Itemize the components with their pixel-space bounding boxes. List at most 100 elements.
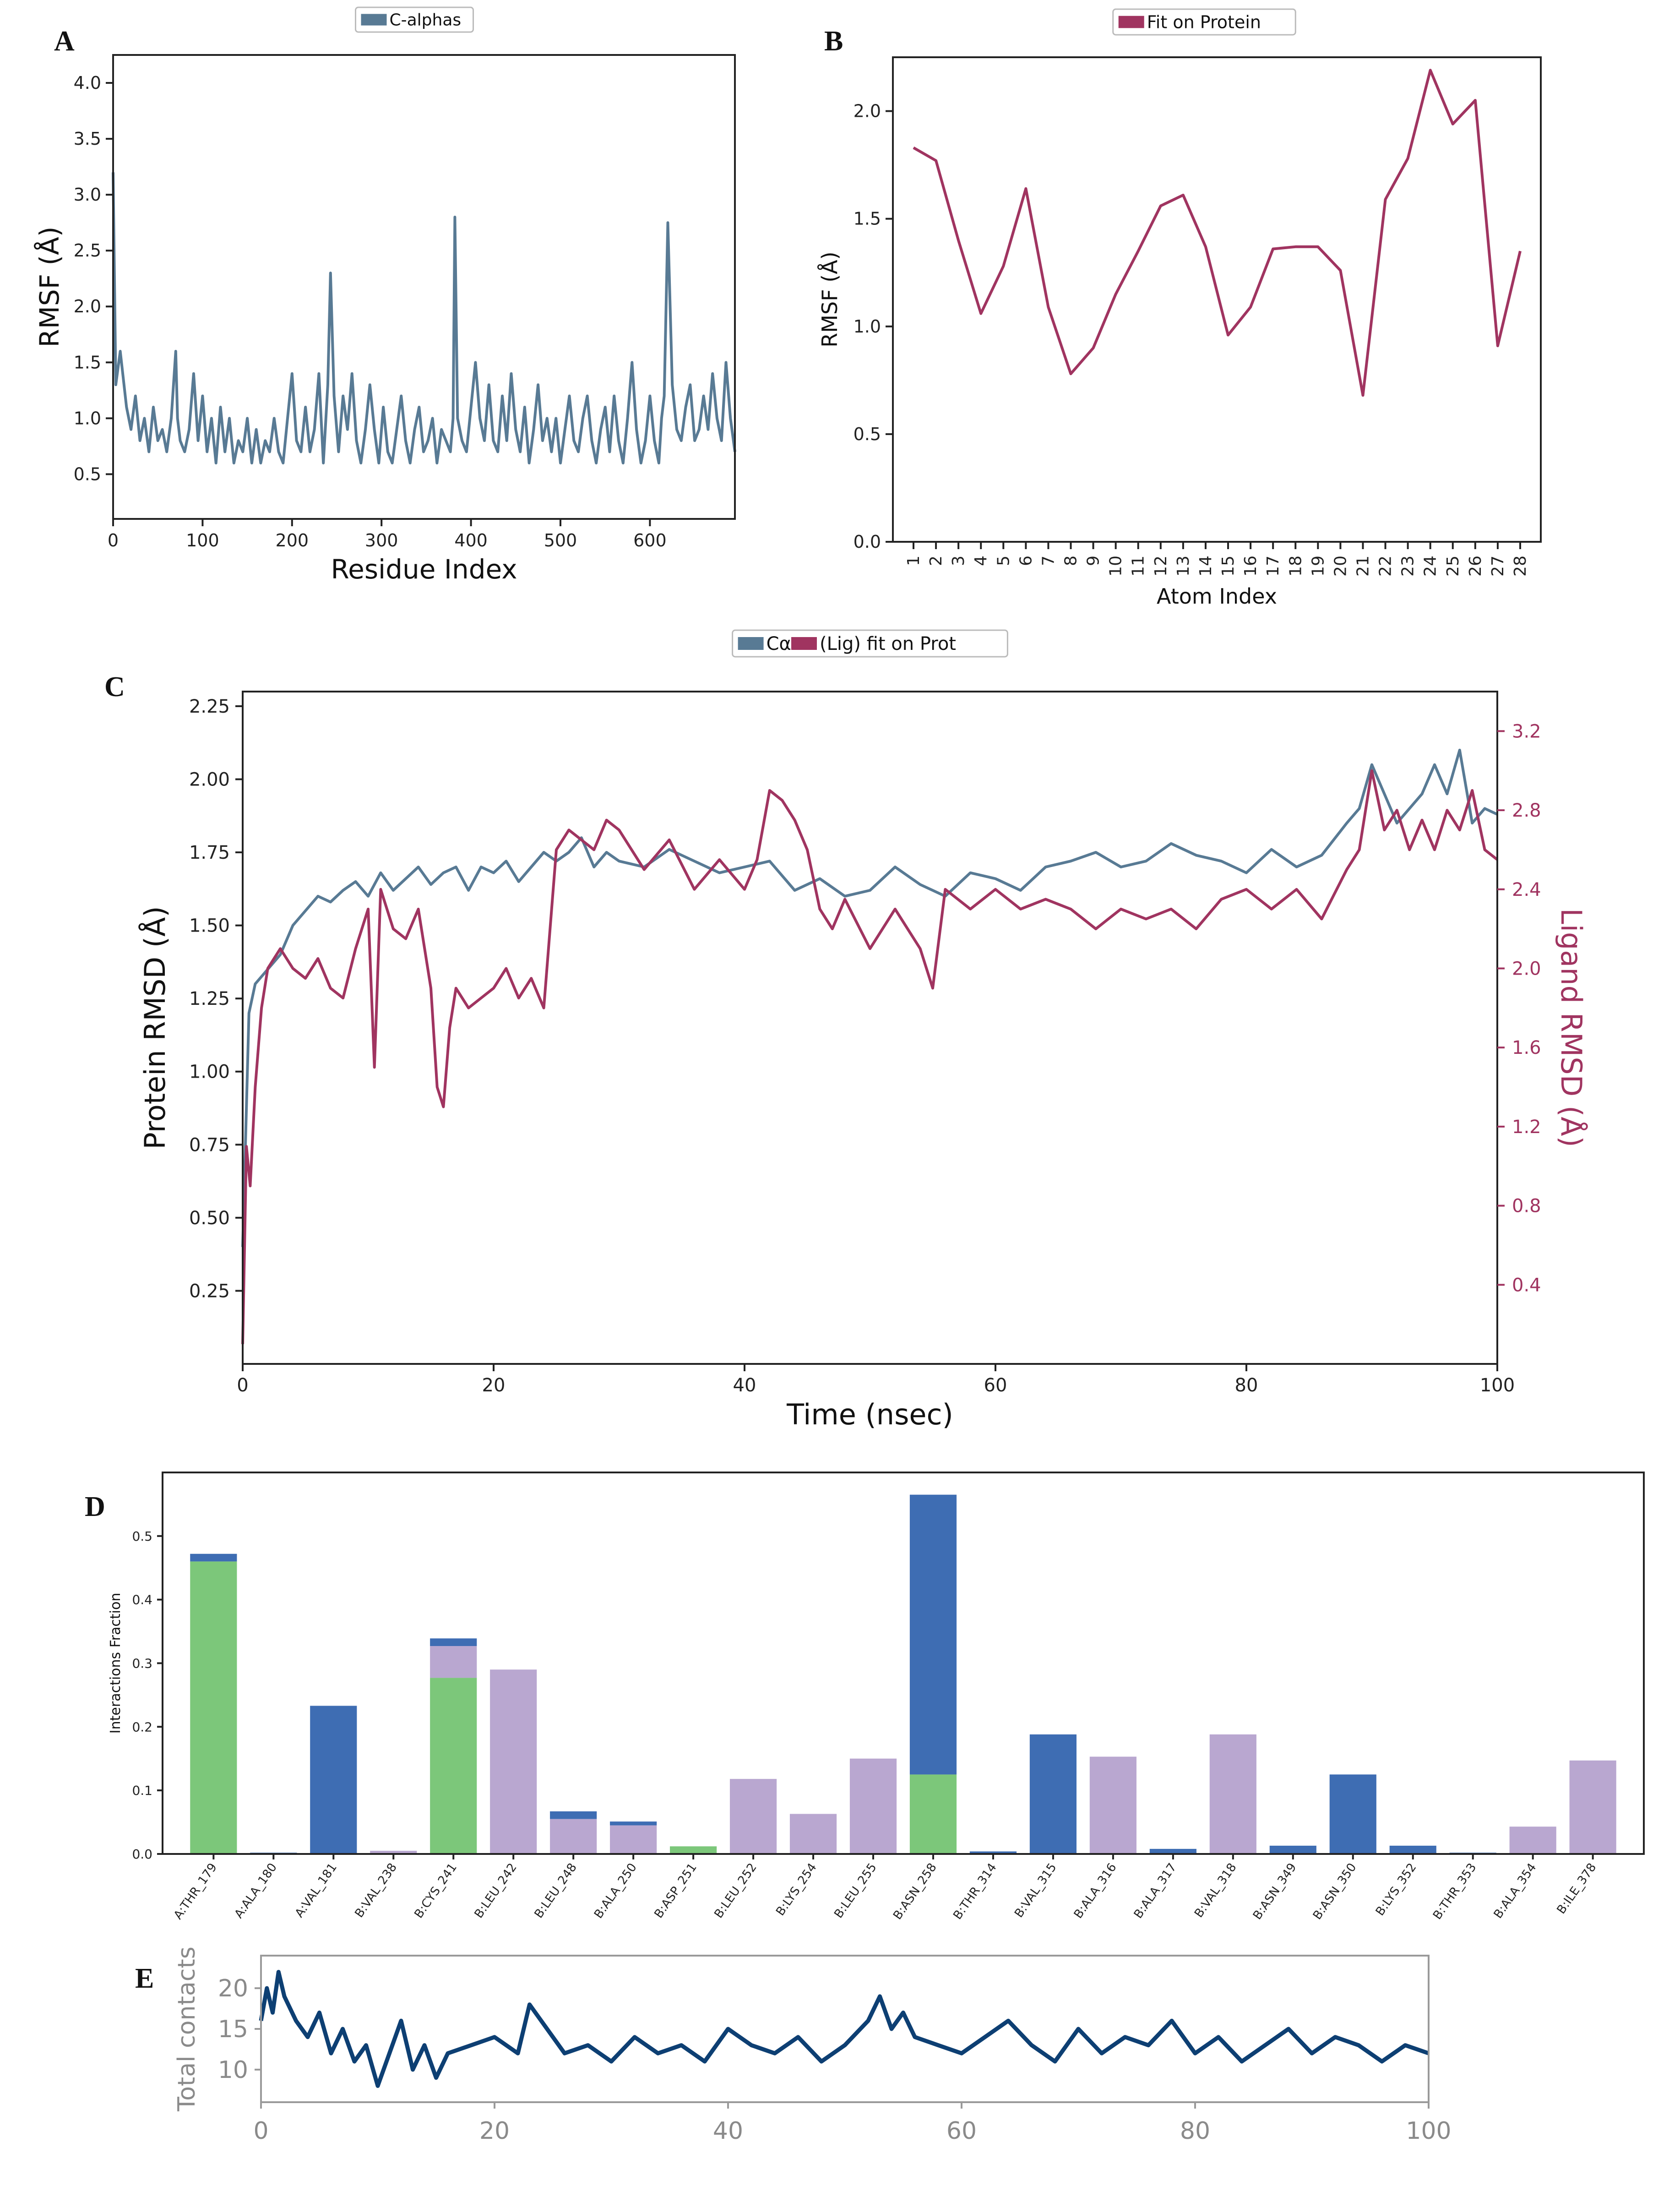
bar-b-cys-241-water-bridges <box>430 1638 477 1646</box>
a-legend-box <box>354 6 474 33</box>
y-axis-title-e: Total contacts <box>173 1946 201 2112</box>
x-tick-label-e-0: 0 <box>253 2117 268 2145</box>
bar-b-lys-352-water-bridges <box>1389 1845 1436 1854</box>
y-tick-label-b-1: 0.5 <box>854 424 881 444</box>
bar-b-val-315-water-bridges <box>1029 1734 1077 1854</box>
x-tick-label-b-16: 17 <box>1264 556 1283 577</box>
chart-rmsf-ligand: 1 2 3 4 5 6 7 8 9 10 11 12 13 14 15 16 17 18 19 20 21 22 23 24 2… <box>817 8 1542 609</box>
x-tick-label-b-25: 26 <box>1466 556 1485 577</box>
y-tick-label-c-3: 1.00 <box>189 1062 230 1083</box>
chart-rmsf-calpha: 0 100 200 300 400 500 600 0.5 1.0 1.5 2.0 2.5 3.0 3.5… <box>33 6 736 585</box>
x-tick-label-b-18: 19 <box>1309 556 1327 577</box>
y-tick-label-d-3: 0.3 <box>132 1656 152 1671</box>
plot-frame-b <box>892 56 1542 543</box>
series-line-fit-on-protein <box>913 69 1522 397</box>
bar-b-lys-254-hydrophobic <box>789 1814 837 1854</box>
x-tick-label-b-10: 11 <box>1129 556 1148 577</box>
bar-b-ala-250-hydrophobic <box>610 1825 657 1854</box>
bar-b-asp-251-h-bonds <box>670 1846 717 1854</box>
x-tick-label-b-6: 7 <box>1039 556 1058 566</box>
y-tick-label-a-7: 4.0 <box>74 73 101 93</box>
y-tick-label-d-4: 0.4 <box>132 1592 152 1608</box>
x-axis-title-b: Atom Index <box>1157 584 1277 609</box>
x-tick-label-b-27: 28 <box>1511 556 1530 577</box>
y-tick-label-e-1: 15 <box>218 2016 248 2043</box>
b-legend-swatch-0 <box>1118 16 1144 28</box>
c-legend-label-1: (Lig) fit on Prot <box>820 633 956 654</box>
b-legend-label-0: Fit on Protein <box>1147 12 1261 32</box>
panel-letter-e: E <box>135 1963 154 1994</box>
x-axis-title-a: Residue Index <box>331 554 517 585</box>
panel-letter-b: B <box>824 26 843 57</box>
x-tick-label-a-2: 200 <box>276 530 309 551</box>
x-tick-label-b-24: 25 <box>1444 556 1463 577</box>
y-tick-label-a-1: 1.0 <box>74 408 101 428</box>
y-tick-label-c-8: 2.25 <box>189 696 230 717</box>
panel-letter-c: C <box>104 671 125 703</box>
x-tick-label-a-5: 500 <box>544 530 577 551</box>
y2-tick-label-c-3: 1.6 <box>1512 1037 1541 1058</box>
series-line-total-contacts <box>259 1970 1430 2088</box>
plot-frame-c <box>242 691 1498 1365</box>
x-tick-label-a-6: 600 <box>633 530 667 551</box>
bar-a-thr-179-water-bridges <box>190 1554 237 1562</box>
x-axis-title-c: Time (nsec) <box>786 1398 953 1431</box>
c-legend-label-0: Cα <box>767 633 791 654</box>
x-tick-label-a-3: 300 <box>365 530 398 551</box>
y-tick-label-c-4: 1.25 <box>189 988 230 1009</box>
y-tick-label-b-2: 1.0 <box>854 316 881 337</box>
x-tick-label-c-1: 20 <box>482 1375 506 1396</box>
x-tick-label-c-4: 80 <box>1235 1375 1258 1396</box>
a-legend-label-0: C-alphas <box>389 11 461 30</box>
c-legend-swatch-0 <box>738 637 764 650</box>
y-axis-title-d: Interactions Fraction <box>108 1593 124 1734</box>
y-tick-label-c-5: 1.50 <box>189 916 230 937</box>
c-legend-swatch-1 <box>791 637 817 650</box>
x-tick-label-b-3: 4 <box>972 556 990 566</box>
bar-b-leu-255-hydrophobic <box>849 1758 897 1854</box>
x-tick-label-e-4: 80 <box>1180 2117 1210 2145</box>
x-tick-label-b-20: 21 <box>1354 556 1372 577</box>
y-tick-label-c-1: 0.50 <box>189 1208 230 1229</box>
panel-letter-d: D <box>85 1491 105 1522</box>
y2-tick-label-c-7: 3.2 <box>1512 721 1541 742</box>
y2-tick-label-c-1: 0.8 <box>1512 1196 1541 1217</box>
bar-a-thr-179-h-bonds <box>190 1561 237 1854</box>
bar-b-asn-350-water-bridges <box>1329 1774 1376 1854</box>
x-tick-label-e-3: 60 <box>946 2117 977 2145</box>
y2-axis-title-c: Ligand RMSD (Å) <box>1555 908 1588 1147</box>
bar-b-ala-250-water-bridges <box>610 1821 657 1826</box>
x-tick-label-b-22: 23 <box>1399 556 1418 577</box>
bar-b-asn-349-water-bridges <box>1269 1845 1316 1854</box>
y-tick-label-a-6: 3.5 <box>74 129 101 149</box>
x-tick-label-a-1: 100 <box>186 530 219 551</box>
a-legend-swatch-0 <box>361 14 387 26</box>
x-tick-label-c-0: 0 <box>237 1375 248 1396</box>
plot-frame-a <box>112 54 736 520</box>
bar-b-cys-241-hydrophobic <box>430 1646 477 1678</box>
x-tick-label-b-21: 22 <box>1376 556 1395 577</box>
bar-b-leu-248-water-bridges <box>550 1811 597 1819</box>
bar-b-ile-378-hydrophobic <box>1569 1760 1616 1854</box>
x-tick-label-b-11: 12 <box>1152 556 1170 577</box>
x-tick-label-b-13: 14 <box>1196 556 1215 577</box>
series-line-calpha <box>241 748 1498 1247</box>
x-tick-label-b-1: 2 <box>927 556 946 566</box>
x-tick-label-a-4: 400 <box>454 530 488 551</box>
series-line-calphas <box>112 172 736 464</box>
y-axis-title-c: Protein RMSD (Å) <box>138 906 172 1149</box>
y-tick-label-e-2: 20 <box>218 1975 248 2002</box>
y-tick-label-a-2: 1.5 <box>74 352 101 372</box>
bar-b-cys-241-h-bonds <box>430 1678 477 1854</box>
y-tick-label-a-4: 2.5 <box>74 240 101 261</box>
x-tick-label-e-2: 40 <box>713 2117 743 2145</box>
y-tick-label-b-3: 1.5 <box>854 209 881 229</box>
x-tick-label-b-12: 13 <box>1174 556 1193 577</box>
x-tick-label-b-15: 16 <box>1241 556 1260 577</box>
y-axis-title-b: RMSF (Å) <box>817 251 842 347</box>
x-tick-label-b-17: 18 <box>1286 556 1305 577</box>
y-tick-label-c-7: 2.00 <box>189 769 230 790</box>
bar-b-leu-252-hydrophobic <box>729 1779 777 1854</box>
bar-b-ala-354-hydrophobic <box>1509 1826 1556 1854</box>
